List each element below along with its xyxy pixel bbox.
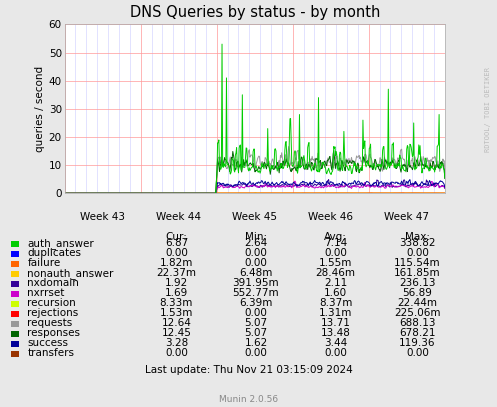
Text: rejections: rejections — [27, 308, 79, 318]
Text: 391.95m: 391.95m — [233, 278, 279, 288]
Text: 0.00: 0.00 — [245, 258, 267, 268]
Text: nonauth_answer: nonauth_answer — [27, 268, 114, 279]
Text: 678.21: 678.21 — [399, 328, 436, 338]
Text: Last update: Thu Nov 21 03:15:09 2024: Last update: Thu Nov 21 03:15:09 2024 — [145, 365, 352, 375]
Text: 56.89: 56.89 — [403, 288, 432, 298]
Text: 161.85m: 161.85m — [394, 268, 441, 278]
Text: 688.13: 688.13 — [399, 318, 436, 328]
Text: 7.14: 7.14 — [324, 239, 347, 248]
Text: success: success — [27, 338, 68, 348]
Text: auth_answer: auth_answer — [27, 238, 94, 249]
Text: nxdomain: nxdomain — [27, 278, 79, 288]
Text: 0.00: 0.00 — [165, 248, 188, 258]
Text: 338.82: 338.82 — [399, 239, 436, 248]
Text: 28.46m: 28.46m — [316, 268, 355, 278]
Text: Avg:: Avg: — [324, 232, 347, 242]
Text: 1.60: 1.60 — [324, 288, 347, 298]
Text: failure: failure — [27, 258, 61, 268]
Text: 8.33m: 8.33m — [160, 298, 193, 308]
Text: 22.37m: 22.37m — [157, 268, 196, 278]
Text: 236.13: 236.13 — [399, 278, 436, 288]
Text: 8.37m: 8.37m — [319, 298, 352, 308]
Text: 225.06m: 225.06m — [394, 308, 441, 318]
Text: Week 47: Week 47 — [384, 212, 429, 222]
Text: 13.71: 13.71 — [321, 318, 350, 328]
Text: recursion: recursion — [27, 298, 76, 308]
Text: 6.39m: 6.39m — [239, 298, 273, 308]
Text: Week 46: Week 46 — [308, 212, 353, 222]
Text: 5.07: 5.07 — [245, 328, 267, 338]
Text: 1.69: 1.69 — [165, 288, 188, 298]
Text: Munin 2.0.56: Munin 2.0.56 — [219, 395, 278, 404]
Y-axis label: queries / second: queries / second — [34, 66, 45, 152]
Text: 0.00: 0.00 — [245, 348, 267, 358]
Text: requests: requests — [27, 318, 73, 328]
Text: 119.36: 119.36 — [399, 338, 436, 348]
Text: 0.00: 0.00 — [245, 248, 267, 258]
Text: responses: responses — [27, 328, 81, 338]
Text: 3.44: 3.44 — [324, 338, 347, 348]
Text: Week 43: Week 43 — [80, 212, 125, 222]
Text: transfers: transfers — [27, 348, 75, 358]
Text: 2.11: 2.11 — [324, 278, 347, 288]
Text: 12.64: 12.64 — [162, 318, 191, 328]
Text: 3.28: 3.28 — [165, 338, 188, 348]
Text: 0.00: 0.00 — [406, 348, 429, 358]
Text: 5.07: 5.07 — [245, 318, 267, 328]
Text: 0.00: 0.00 — [324, 248, 347, 258]
Text: Min:: Min: — [245, 232, 267, 242]
Text: Cur:: Cur: — [166, 232, 187, 242]
Text: Week 45: Week 45 — [232, 212, 277, 222]
Text: duplicates: duplicates — [27, 248, 82, 258]
Text: 1.82m: 1.82m — [160, 258, 193, 268]
Text: 1.31m: 1.31m — [319, 308, 352, 318]
Text: 1.62: 1.62 — [245, 338, 267, 348]
Text: nxrrset: nxrrset — [27, 288, 65, 298]
Text: 0.00: 0.00 — [324, 348, 347, 358]
Text: 552.77m: 552.77m — [233, 288, 279, 298]
Text: 115.54m: 115.54m — [394, 258, 441, 268]
Text: 0.00: 0.00 — [165, 348, 188, 358]
Title: DNS Queries by status - by month: DNS Queries by status - by month — [130, 5, 380, 20]
Text: 0.00: 0.00 — [406, 248, 429, 258]
Text: 0.00: 0.00 — [245, 308, 267, 318]
Text: 6.48m: 6.48m — [239, 268, 273, 278]
Text: 12.45: 12.45 — [162, 328, 191, 338]
Text: Max:: Max: — [405, 232, 430, 242]
Text: RDTOOL/ TOBI OETIKER: RDTOOL/ TOBI OETIKER — [485, 68, 491, 152]
Text: Week 44: Week 44 — [156, 212, 201, 222]
Text: 6.87: 6.87 — [165, 239, 188, 248]
Text: 1.55m: 1.55m — [319, 258, 352, 268]
Text: 13.48: 13.48 — [321, 328, 350, 338]
Text: 1.92: 1.92 — [165, 278, 188, 288]
Text: 22.44m: 22.44m — [398, 298, 437, 308]
Text: 1.53m: 1.53m — [160, 308, 193, 318]
Text: 2.64: 2.64 — [245, 239, 267, 248]
